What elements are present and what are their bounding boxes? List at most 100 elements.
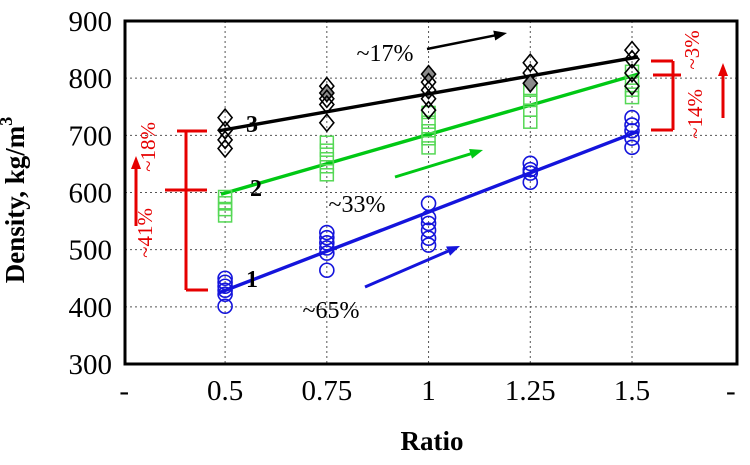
x-tick-label: 1.5 — [614, 375, 650, 407]
data-point-circle — [319, 240, 335, 256]
data-point-diamond — [217, 107, 234, 128]
y-axis-title: Density, kg/m3 — [0, 117, 30, 284]
data-point-circle — [420, 209, 437, 226]
data-point-diamond — [623, 40, 641, 60]
red-percent-label: ~14% — [683, 89, 707, 139]
data-points — [217, 40, 641, 315]
data-point-diamond — [318, 112, 335, 133]
data-point-square — [624, 90, 640, 105]
data-point-diamond — [420, 80, 437, 100]
x-axis-title: Ratio — [401, 426, 464, 456]
y-tick-label: 400 — [69, 292, 113, 324]
data-point-circle — [624, 109, 640, 126]
data-point-diamond — [623, 49, 641, 70]
x-tick-label: 1.25 — [505, 375, 556, 407]
data-point-diamond — [420, 88, 437, 109]
y-tick-label: 700 — [69, 120, 113, 152]
data-point-diamond — [522, 52, 539, 73]
data-point-circle — [217, 298, 233, 315]
data-point-diamond — [318, 83, 335, 103]
y-axis-title-base: Density, kg/m — [0, 125, 30, 283]
x-tick-label: 0.75 — [301, 375, 352, 407]
series-label-3: 3 — [246, 112, 258, 138]
y-tick-label: 800 — [69, 63, 113, 95]
data-point-square — [319, 143, 335, 157]
data-point-diamond — [318, 88, 335, 109]
data-point-diamond — [522, 73, 539, 94]
growth-label: ~65% — [303, 298, 360, 324]
data-point-diamond — [623, 76, 641, 96]
data-point-square — [319, 152, 335, 166]
data-point-square — [421, 115, 436, 129]
data-point-circle — [319, 262, 335, 279]
data-point-circle — [522, 174, 539, 191]
data-point-circle — [420, 237, 437, 253]
data-point-square — [319, 168, 335, 182]
growth-label: ~33% — [329, 192, 386, 218]
data-point-square — [421, 124, 436, 138]
data-point-square — [624, 83, 640, 97]
data-point-circle — [217, 278, 233, 295]
annotation-arrow-shaft — [394, 150, 478, 179]
y-tick-label: 900 — [69, 6, 113, 38]
series-label-1: 1 — [246, 267, 258, 293]
data-point-diamond — [420, 100, 437, 120]
y-axis-title-superscript: 3 — [0, 117, 16, 126]
data-point-square — [421, 132, 436, 146]
y-tick-label: 300 — [69, 349, 113, 381]
y-tick-label: 500 — [69, 235, 113, 267]
data-point-circle — [217, 282, 233, 299]
annotation-arrow-head — [131, 156, 141, 169]
data-point-square — [624, 75, 640, 89]
data-point-diamond — [217, 138, 234, 159]
data-point-circle — [624, 139, 640, 156]
data-point-square — [523, 115, 538, 129]
plot-frame — [123, 19, 739, 366]
x-tick-label: - — [119, 375, 129, 407]
annotation-arrow-head — [718, 63, 728, 76]
data-point-square — [319, 135, 335, 149]
data-point-circle — [319, 229, 335, 246]
data-point-circle — [319, 224, 335, 241]
data-point-circle — [522, 165, 539, 181]
data-point-circle — [522, 155, 539, 172]
data-point-circle — [420, 222, 437, 239]
x-tick-label: 0.5 — [207, 375, 243, 407]
y-tick-label: 600 — [69, 178, 113, 210]
data-point-circle — [624, 122, 640, 139]
data-point-diamond — [217, 120, 234, 140]
plot-border — [123, 19, 739, 366]
data-point-circle — [624, 117, 640, 133]
data-point-circle — [420, 215, 437, 232]
data-point-circle — [217, 274, 233, 291]
data-point-diamond — [217, 130, 234, 150]
data-point-diamond — [318, 94, 335, 115]
annotation-arrow-head — [446, 246, 460, 256]
data-point-circle — [624, 130, 640, 146]
trend-line-series-1 — [217, 129, 639, 295]
trend-line-series-2 — [220, 72, 639, 196]
x-tick-label: 1 — [421, 375, 436, 407]
data-point-diamond — [623, 63, 641, 83]
series-label-2: 2 — [250, 176, 262, 202]
data-point-square — [217, 209, 233, 223]
data-point-circle — [319, 235, 335, 251]
growth-label: ~17% — [357, 41, 414, 67]
annotations: 123~17%~33%~65%~18%~41%~3%~14% — [131, 30, 728, 324]
trend-line-series-3 — [218, 55, 639, 133]
data-point-circle — [420, 230, 437, 247]
data-point-square — [217, 196, 233, 210]
annotation-arrow-head — [469, 149, 483, 159]
trend-lines — [217, 55, 639, 295]
annotation-arrow-shaft — [364, 247, 456, 289]
data-point-square — [421, 141, 436, 155]
data-point-circle — [217, 286, 233, 303]
red-percent-label: ~3% — [680, 30, 704, 69]
data-point-circle — [420, 195, 437, 212]
annotation-arrow-head — [493, 30, 507, 41]
x-tick-label: - — [726, 375, 736, 407]
annotation-arrow-shaft — [426, 32, 502, 51]
